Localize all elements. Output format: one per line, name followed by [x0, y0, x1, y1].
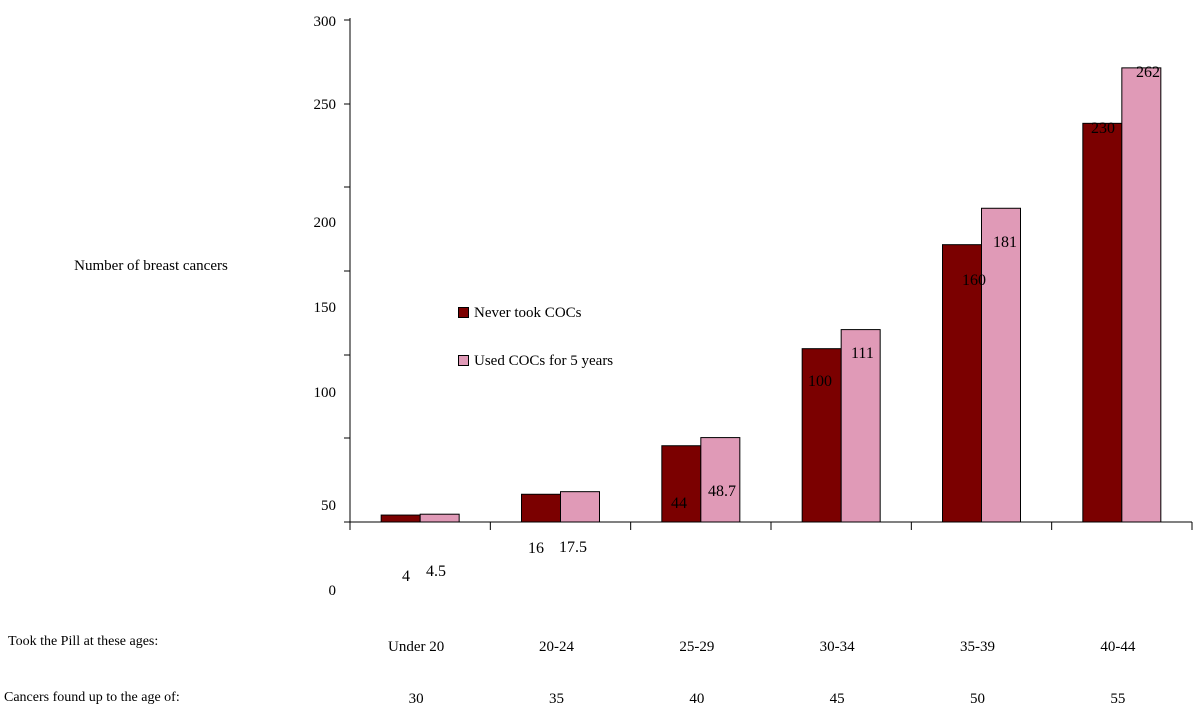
category-label: 30-34 [819, 639, 855, 655]
cancers-found-row-label: Cancers found up to the age of: [4, 690, 180, 705]
y-tick-label: 300 [313, 14, 337, 30]
bar-never-took-5 [1082, 122, 1123, 523]
category-label: 20-24 [539, 639, 574, 655]
cancers-found-age-label: 55 [1110, 691, 1126, 707]
cancers-found-age-label: 30 [408, 691, 424, 707]
data-label: 48.7 [708, 483, 736, 500]
legend-label-used-cocs: Used COCs for 5 years [474, 353, 614, 369]
data-label: 181 [993, 234, 1017, 251]
y-tick-label: 0 [328, 583, 337, 599]
bars [380, 67, 1162, 523]
data-label: 44 [671, 495, 687, 512]
y-tick-label: 250 [313, 97, 337, 113]
cancers-found-age-label: 45 [829, 691, 845, 707]
y-tick-label: 150 [313, 300, 337, 316]
bar-used-cocs-0 [419, 513, 460, 523]
data-label: 230 [1091, 120, 1115, 137]
category-label: Under 20 [388, 639, 445, 655]
bar-never-took-3 [801, 348, 842, 523]
data-label: 4 [402, 568, 410, 585]
data-label: 100 [808, 373, 832, 390]
y-axis-title: Number of breast cancers [74, 258, 228, 274]
data-label: 4.5 [426, 563, 446, 580]
took-pill-row-label: Took the Pill at these ages: [8, 634, 159, 649]
legend-swatch-never-took [458, 307, 469, 318]
legend-label-never-took: Never took COCs [474, 305, 582, 321]
data-label: 262 [1136, 64, 1160, 81]
bar-used-cocs-3 [840, 329, 881, 523]
axes [344, 18, 1193, 530]
y-tick-label: 100 [313, 385, 337, 401]
y-tick-label: 50 [321, 498, 336, 514]
bar-used-cocs-4 [981, 207, 1021, 523]
bar-never-took-0 [380, 514, 421, 523]
bar-never-took-4 [942, 244, 982, 523]
data-label: 111 [851, 345, 874, 362]
data-label: 17.5 [559, 539, 587, 556]
bar-used-cocs-1 [560, 491, 600, 523]
cancers-found-age-label: 40 [689, 691, 705, 707]
y-tick-label: 200 [313, 215, 337, 231]
category-label: 40-44 [1100, 639, 1136, 655]
bar-never-took-2 [661, 445, 702, 523]
cancers-found-age-label: 50 [970, 691, 985, 707]
bar-used-cocs-5 [1121, 67, 1162, 523]
category-label: 25-29 [679, 639, 715, 655]
data-label: 16 [528, 540, 544, 557]
category-label: 35-39 [960, 639, 995, 655]
legend-swatch-used-cocs [458, 355, 469, 366]
bar-used-cocs-2 [700, 437, 741, 523]
data-label: 160 [962, 272, 986, 289]
bar-never-took-1 [521, 493, 561, 523]
cancers-found-age-label: 35 [549, 691, 564, 707]
